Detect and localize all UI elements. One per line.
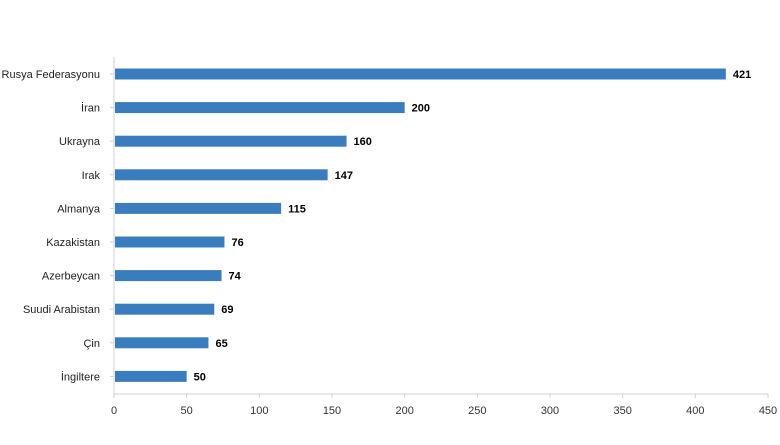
category-label: Rusya Federasyonu (2, 69, 100, 81)
bar (115, 202, 282, 214)
x-tick-label: 250 (468, 405, 486, 417)
bar (115, 370, 187, 382)
category-label: Ukrayna (59, 136, 101, 148)
data-label: 50 (194, 371, 206, 383)
data-label: 76 (231, 237, 243, 249)
category-label: İngiltere (61, 370, 100, 383)
data-label: 65 (215, 338, 227, 350)
bar (115, 303, 215, 315)
bar (115, 236, 225, 248)
bars-group: 421 200 160 147 115 76 74 69 65 50 (115, 68, 751, 383)
x-tick-label: 200 (395, 405, 413, 417)
bar (115, 270, 222, 282)
data-label: 74 (229, 271, 242, 283)
category-label: İran (81, 102, 100, 115)
category-label: Kazakistan (46, 237, 100, 249)
x-tick-label: 300 (541, 405, 559, 417)
category-label: Irak (82, 170, 101, 182)
x-tick-label: 350 (613, 405, 631, 417)
x-tick-label: 450 (759, 405, 777, 417)
data-label: 115 (288, 203, 306, 215)
x-tick-label: 100 (250, 405, 268, 417)
category-label: Azerbeycan (42, 271, 100, 283)
bar (115, 337, 209, 349)
bar (115, 102, 405, 114)
bar (115, 135, 347, 147)
data-label: 421 (733, 69, 751, 81)
data-label: 160 (354, 136, 372, 148)
category-label: Suudi Arabistan (23, 304, 100, 316)
x-tick-label: 50 (181, 405, 193, 417)
data-label: 200 (412, 103, 430, 115)
category-label: Çin (83, 338, 100, 350)
bar (115, 169, 328, 181)
bar (115, 68, 726, 80)
data-label: 147 (335, 170, 353, 182)
x-axis: 0 50 100 150 200 250 300 350 400 450 (111, 393, 777, 417)
x-tick-label: 150 (323, 405, 341, 417)
category-label: Almanya (57, 203, 101, 215)
data-label: 69 (221, 304, 233, 316)
x-tick-label: 0 (111, 405, 117, 417)
y-axis: Rusya Federasyonu İran Ukrayna Irak Almanya K… (2, 57, 115, 394)
x-tick-label: 400 (686, 405, 704, 417)
